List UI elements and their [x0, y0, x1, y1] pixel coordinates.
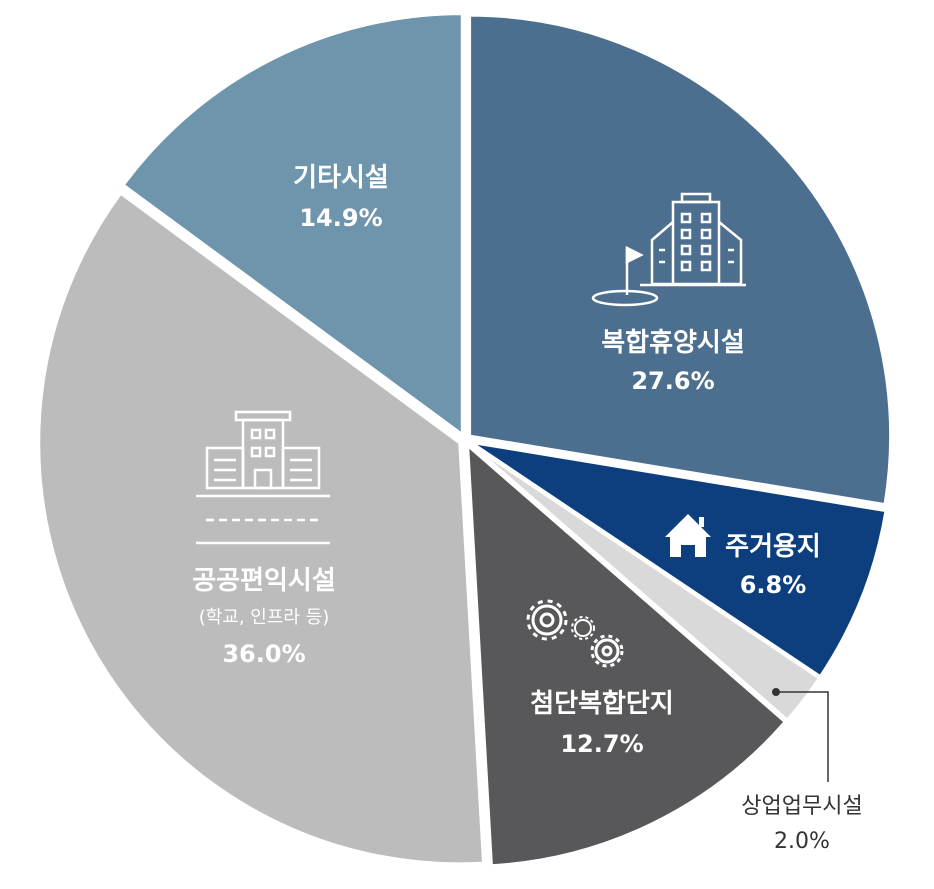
label-slice-2: 주거용지 — [725, 532, 821, 562]
pct-slice-5: 36.0% — [222, 640, 305, 668]
label-slice-4: 첨단복합단지 — [530, 689, 674, 719]
sublabel-slice-5: (학교, 인프라 등) — [199, 607, 330, 628]
school-building-icon — [196, 410, 330, 545]
label-slice-3: 상업업무시설 — [741, 794, 862, 819]
pie-slice-5 — [37, 191, 486, 866]
pie-slice-2 — [469, 440, 888, 679]
pct-slice-3: 2.0% — [774, 829, 830, 854]
pie-slice-3 — [468, 442, 822, 723]
leader-line — [772, 688, 829, 782]
house-icon — [665, 514, 711, 557]
label-slice-1: 복합휴양시설 — [601, 328, 745, 358]
gears-icon — [526, 599, 624, 668]
golf-resort-building-icon — [591, 192, 746, 307]
label-slice-5: 공공편익시설 — [192, 566, 336, 596]
pie-slice-4 — [465, 441, 788, 868]
pct-slice-4: 12.7% — [560, 730, 643, 758]
pct-slice-1: 27.6% — [631, 367, 714, 395]
pct-slice-6: 14.9% — [299, 204, 382, 232]
pie-slice-6 — [121, 12, 464, 438]
pie-slices — [37, 12, 893, 868]
pct-slice-2: 6.8% — [740, 571, 807, 599]
pie-slice-1 — [468, 13, 893, 507]
label-slice-6: 기타시설 — [293, 163, 389, 193]
